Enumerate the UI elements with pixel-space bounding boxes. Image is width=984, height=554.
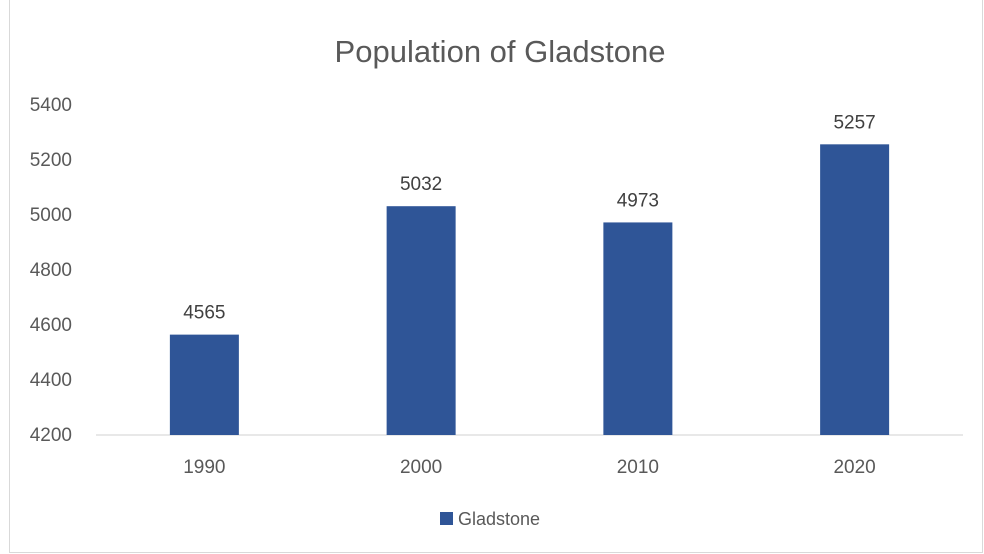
bar-2010 bbox=[603, 222, 673, 435]
data-label-2000: 5032 bbox=[400, 174, 442, 195]
legend-label-gladstone: Gladstone bbox=[458, 509, 540, 529]
y-tick-label: 5200 bbox=[30, 150, 72, 171]
legend-swatch bbox=[440, 512, 453, 525]
bar-2000 bbox=[386, 206, 456, 435]
y-axis-ticks: 4200 4400 4600 4800 5000 5200 5400 bbox=[30, 95, 72, 446]
data-label-2020: 5257 bbox=[833, 112, 875, 133]
data-label-2010: 4973 bbox=[617, 190, 659, 211]
y-tick-label: 4200 bbox=[30, 425, 72, 446]
bars bbox=[169, 144, 890, 435]
legend: Gladstone bbox=[440, 509, 540, 529]
y-tick-label: 4600 bbox=[30, 315, 72, 336]
x-tick-label: 2010 bbox=[617, 457, 659, 478]
x-tick-label: 1990 bbox=[183, 457, 225, 478]
bar-2020 bbox=[820, 144, 890, 435]
data-label-1990: 4565 bbox=[183, 303, 225, 324]
bar-1990 bbox=[169, 334, 239, 435]
chart-title: Population of Gladstone bbox=[335, 34, 666, 69]
data-labels: 4565 5032 4973 5257 bbox=[183, 112, 876, 323]
y-tick-label: 5000 bbox=[30, 205, 72, 226]
y-tick-label: 4800 bbox=[30, 260, 72, 281]
x-tick-label: 2000 bbox=[400, 457, 442, 478]
y-tick-label: 5400 bbox=[30, 95, 72, 116]
x-tick-label: 2020 bbox=[833, 457, 875, 478]
y-tick-label: 4400 bbox=[30, 370, 72, 391]
x-axis-ticks: 1990 2000 2010 2020 bbox=[183, 457, 876, 478]
